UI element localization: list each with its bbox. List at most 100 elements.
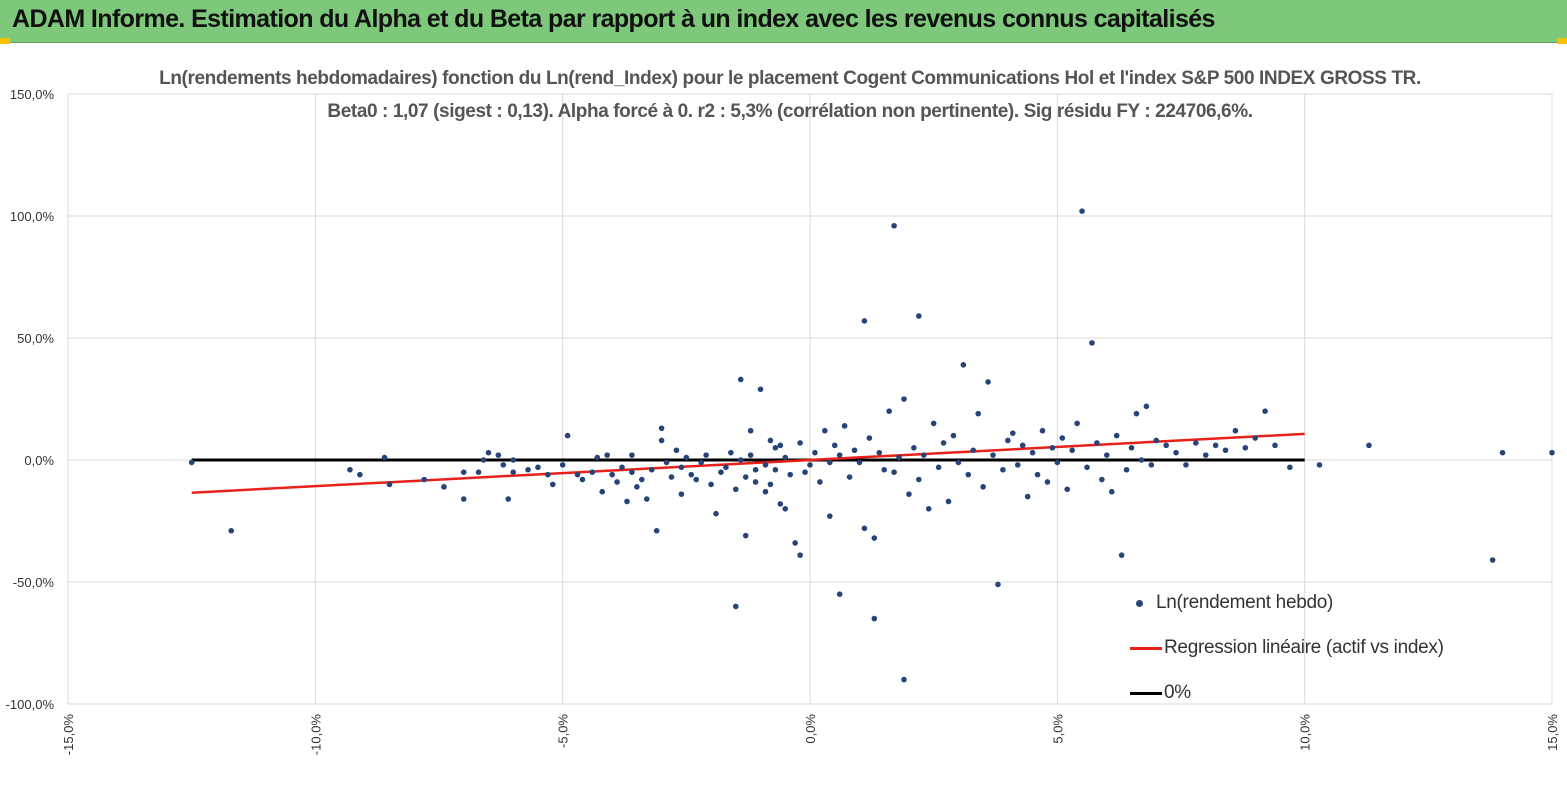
data-point [460, 469, 467, 476]
y-tick-label: 50,0% [17, 331, 54, 346]
data-point [930, 420, 937, 427]
data-point [733, 486, 739, 493]
y-tick-label: 0,0% [24, 453, 54, 468]
data-point [901, 396, 907, 402]
legend-zero-swatch [1130, 691, 1162, 695]
data-point [733, 603, 739, 610]
data-point [1193, 440, 1199, 446]
data-point [891, 222, 897, 229]
data-point [1049, 445, 1056, 451]
data-point [1183, 462, 1189, 468]
data-point [851, 447, 858, 454]
data-point [955, 459, 962, 466]
data-point [619, 464, 625, 471]
chart-title: Ln(rendements hebdomadaires) fonction du… [159, 68, 1421, 89]
legend-label-regression: Regression linéaire (actif vs index) [1164, 637, 1444, 658]
data-point [480, 457, 487, 463]
y-tick-label: -50,0% [13, 575, 55, 590]
data-point [742, 474, 749, 480]
data-point [1069, 447, 1075, 454]
data-point [510, 469, 516, 476]
scatter-chart: 150,0% 100,0% 50,0% 0,0% -50,0% -100,0% -15,0… [6, 87, 1560, 756]
regression-line [191, 432, 1305, 494]
y-tick-label: 150,0% [10, 87, 55, 102]
data-point [777, 501, 784, 507]
data-point [802, 469, 808, 476]
data-point [485, 449, 492, 456]
data-point [1133, 410, 1140, 417]
data-point [1019, 442, 1026, 449]
data-point [1039, 427, 1046, 434]
data-point [460, 496, 467, 502]
data-point [723, 464, 729, 471]
data-point [757, 386, 764, 393]
data-point [1242, 445, 1249, 451]
data-point [787, 471, 794, 478]
data-point [826, 459, 833, 466]
legend-point-swatch [1136, 599, 1143, 607]
data-point [648, 466, 655, 473]
data-point [1138, 457, 1145, 463]
reference-lines [191, 432, 1305, 494]
data-point [1148, 462, 1155, 468]
data-point [752, 466, 759, 473]
data-point [609, 471, 615, 478]
data-point [782, 506, 789, 512]
data-point [817, 479, 823, 485]
data-point [441, 484, 447, 490]
data-point [525, 466, 531, 473]
data-point [916, 476, 922, 483]
data-point [708, 481, 714, 488]
data-point [841, 423, 848, 429]
chart-legend: Ln(rendement hebdo) Regression linéaire … [1130, 584, 1490, 714]
title-banner: ADAM Informe. Estimation du Alpha et du … [0, 0, 1567, 43]
data-point [896, 454, 902, 461]
data-point [871, 535, 878, 541]
data-point [1287, 464, 1293, 471]
y-tick-label: -100,0% [6, 697, 55, 712]
data-point [911, 445, 917, 451]
data-point [713, 510, 719, 517]
legend-item-points: Ln(rendement hebdo) [1130, 588, 1333, 618]
x-tick-label: -5,0% [556, 714, 571, 748]
data-point [737, 376, 744, 383]
data-point [1489, 557, 1496, 563]
data-point [916, 313, 922, 319]
data-point [678, 491, 685, 497]
data-point [1094, 440, 1100, 446]
data-point [1099, 476, 1105, 483]
data-point [594, 454, 601, 461]
data-point [614, 479, 620, 485]
data-point [831, 442, 838, 449]
data-point [1123, 466, 1130, 473]
data-point [920, 452, 927, 458]
data-point [1153, 437, 1160, 444]
data-point [683, 454, 690, 461]
data-point [629, 469, 635, 476]
x-tick-label: -15,0% [61, 714, 76, 756]
data-point [1084, 464, 1090, 471]
data-point [658, 437, 665, 444]
data-point [822, 427, 828, 434]
data-point [1108, 488, 1115, 495]
data-point [1044, 479, 1051, 485]
data-point [1059, 435, 1066, 441]
data-point [1000, 466, 1006, 473]
data-point [564, 432, 571, 439]
data-point [762, 488, 769, 495]
data-point [386, 481, 393, 488]
data-point [1074, 420, 1080, 427]
data-point [940, 440, 947, 446]
data-point [782, 454, 789, 461]
data-point [693, 476, 700, 483]
x-tick-label: 0,0% [803, 714, 818, 744]
data-point [836, 452, 843, 458]
data-point [1064, 486, 1071, 493]
y-axis-tick-labels: 150,0% 100,0% 50,0% 0,0% -50,0% -100,0% [6, 87, 55, 712]
data-point [1118, 552, 1125, 558]
data-point [347, 466, 353, 473]
data-point [1499, 449, 1506, 456]
x-tick-label: 10,0% [1298, 714, 1313, 751]
data-point [797, 440, 803, 446]
data-point [545, 471, 551, 478]
